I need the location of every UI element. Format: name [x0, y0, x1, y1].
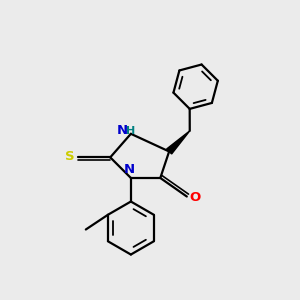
- Text: S: S: [65, 150, 74, 163]
- Text: N: N: [116, 124, 128, 137]
- Text: H: H: [126, 126, 136, 136]
- Text: O: O: [189, 191, 201, 205]
- Polygon shape: [167, 131, 190, 154]
- Text: N: N: [124, 163, 135, 176]
